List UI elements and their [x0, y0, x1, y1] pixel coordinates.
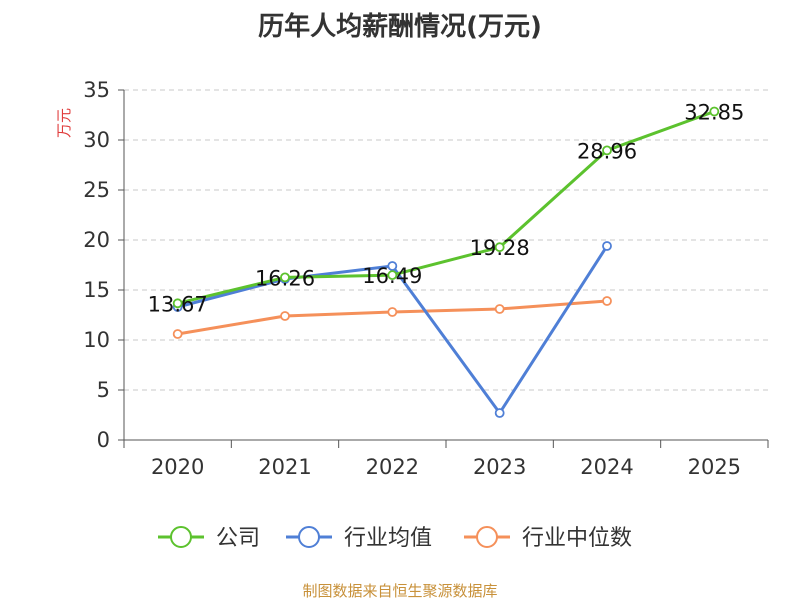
- x-tick-label-2020: 2020: [151, 455, 204, 479]
- y-tick-label-25: 25: [83, 178, 110, 202]
- legend[interactable]: 公司 行业均值 行业中位数: [158, 526, 632, 551]
- series-0: [172, 106, 720, 309]
- series-0-point-2025: [709, 106, 720, 117]
- series-2-point-2020: [172, 329, 183, 339]
- legend-marker-0: [170, 526, 192, 548]
- series-2: [172, 296, 612, 339]
- data-labels: 13.67 16.26 16.49 19.28 28.96 32.85: [148, 101, 745, 317]
- legend-label-2: 行业中位数: [522, 526, 632, 551]
- data-label-2022: 16.49: [362, 264, 422, 288]
- series-0-point-2024: [602, 145, 612, 156]
- legend-label-0: 公司: [216, 526, 260, 551]
- series-1-point-2023: [494, 408, 505, 418]
- legend-item-1[interactable]: 行业均值: [286, 526, 432, 551]
- series-0-point-2021: [280, 272, 290, 283]
- series-2-point-2023: [494, 304, 505, 314]
- data-label-2023: 19.28: [470, 236, 530, 260]
- series-2-point-2022: [387, 307, 398, 317]
- y-tick-label-20: 20: [83, 228, 110, 252]
- series-1-point-2024: [602, 241, 612, 251]
- source-note: 制图数据来自恒生聚源数据库: [302, 582, 497, 600]
- legend-marker-1: [298, 526, 320, 548]
- y-tick-label-35: 35: [83, 78, 110, 102]
- legend-item-2[interactable]: 行业中位数: [464, 526, 632, 551]
- series-1-point-2022: [387, 261, 398, 271]
- y-axis-unit: 万元: [55, 108, 73, 138]
- data-label-2021: 16.26: [255, 266, 315, 290]
- series-2-point-2024: [602, 296, 612, 306]
- series-0-point-2020: [172, 298, 183, 309]
- x-tick-label-2024: 2024: [580, 455, 633, 479]
- legend-label-1: 行业均值: [344, 526, 432, 551]
- series-0-point-2022: [387, 270, 398, 281]
- x-tick-label-2023: 2023: [473, 455, 526, 479]
- data-label-2024: 28.96: [577, 139, 637, 163]
- y-tick-label-10: 10: [83, 328, 110, 352]
- y-tick-label-5: 5: [97, 378, 110, 402]
- legend-marker-2: [476, 526, 498, 548]
- x-tick-label-2025: 2025: [688, 455, 741, 479]
- x-tick-label-2021: 2021: [258, 455, 311, 479]
- series-line-0: [177, 110, 715, 305]
- data-label-2025: 32.85: [684, 101, 744, 125]
- grid-lines: [124, 89, 768, 391]
- x-tick-label-2022: 2022: [366, 455, 419, 479]
- y-tick-label-30: 30: [83, 128, 110, 152]
- series-line-2: [177, 299, 608, 336]
- series-2-point-2021: [280, 311, 290, 321]
- y-tick-label-0: 0: [97, 428, 110, 452]
- series-0-point-2023: [494, 242, 505, 253]
- legend-item-0[interactable]: 公司: [158, 526, 260, 551]
- chart-title: 历年人均薪酬情况(万元): [258, 11, 542, 42]
- data-label-2020: 13.67: [148, 292, 208, 316]
- series-layer: [172, 106, 720, 418]
- y-tick-label-15: 15: [83, 278, 110, 302]
